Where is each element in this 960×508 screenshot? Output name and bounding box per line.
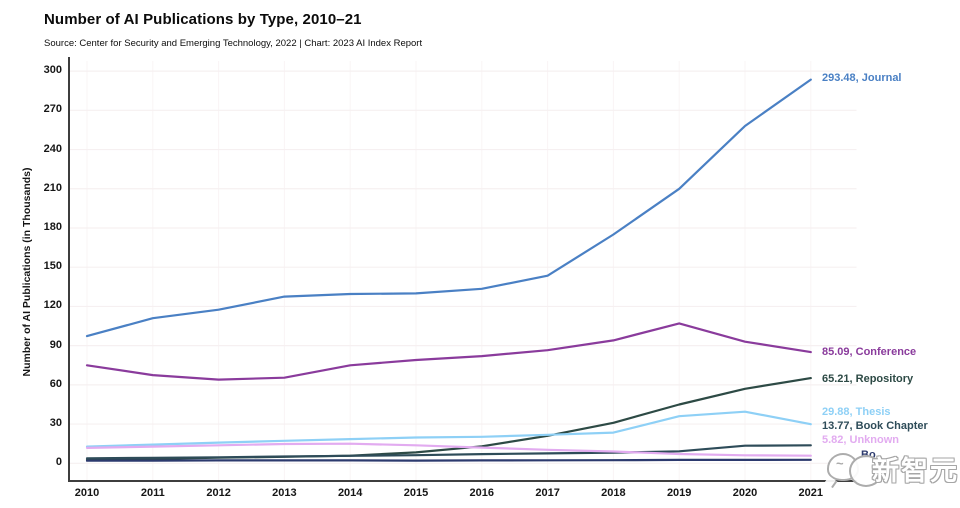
chart-title: Number of AI Publications by Type, 2010–… (44, 11, 362, 28)
y-tick-label-90: 90 (49, 338, 62, 351)
x-tick-label-2011: 2011 (140, 487, 165, 499)
series-line-book-chapter (85, 444, 812, 460)
y-tick-label-210: 210 (43, 181, 62, 194)
x-tick-label-2015: 2015 (403, 487, 429, 499)
y-tick-label-270: 270 (43, 103, 62, 116)
y-tick-label-240: 240 (43, 142, 62, 155)
series-end-label-conference: 85.09, Conference (822, 346, 917, 358)
x-tick-label-2016: 2016 (469, 487, 495, 499)
y-tick-label-150: 150 (43, 260, 62, 273)
series-end-label-repository: 65.21, Repository (822, 373, 914, 385)
x-tick-label-2019: 2019 (666, 487, 692, 499)
x-tick-label-2020: 2020 (732, 487, 758, 499)
x-tick-label-2013: 2013 (272, 487, 297, 499)
x-tick-label-2017: 2017 (535, 487, 560, 499)
y-tick-label-180: 180 (43, 220, 62, 233)
chart-source-line: Source: Center for Security and Emerging… (44, 38, 423, 49)
watermark-text: 新智元 (872, 456, 959, 486)
series-line-thesis (85, 410, 812, 448)
y-tick-label-60: 60 (49, 377, 62, 390)
xinzhiyuan-watermark: 新智元 (826, 442, 960, 496)
series-line-journal (85, 78, 812, 338)
x-tick-label-2018: 2018 (601, 487, 626, 499)
x-tick-label-2012: 2012 (206, 487, 231, 499)
x-tick-label-2021: 2021 (798, 487, 824, 499)
series-line-conference (85, 322, 812, 381)
series-line-repository (85, 377, 812, 461)
series-end-label-unknown: 5.82, Unknown (822, 434, 900, 446)
y-tick-label-30: 30 (49, 417, 62, 430)
series-end-label-thesis: 29.88, Thesis (822, 406, 891, 418)
y-tick-label-300: 300 (43, 64, 62, 77)
y-tick-label-0: 0 (55, 456, 62, 469)
series-end-label-book-chapter: 13.77, Book Chapter (822, 420, 928, 432)
y-tick-label-120: 120 (43, 299, 62, 312)
series-line-unknown (85, 442, 812, 457)
x-tick-label-2014: 2014 (337, 487, 363, 499)
series-end-label-journal: 293.48, Journal (822, 72, 902, 84)
watermark-circle-icon (849, 455, 883, 487)
x-tick-label-2010: 2010 (74, 487, 100, 499)
series-line-book (85, 458, 812, 462)
